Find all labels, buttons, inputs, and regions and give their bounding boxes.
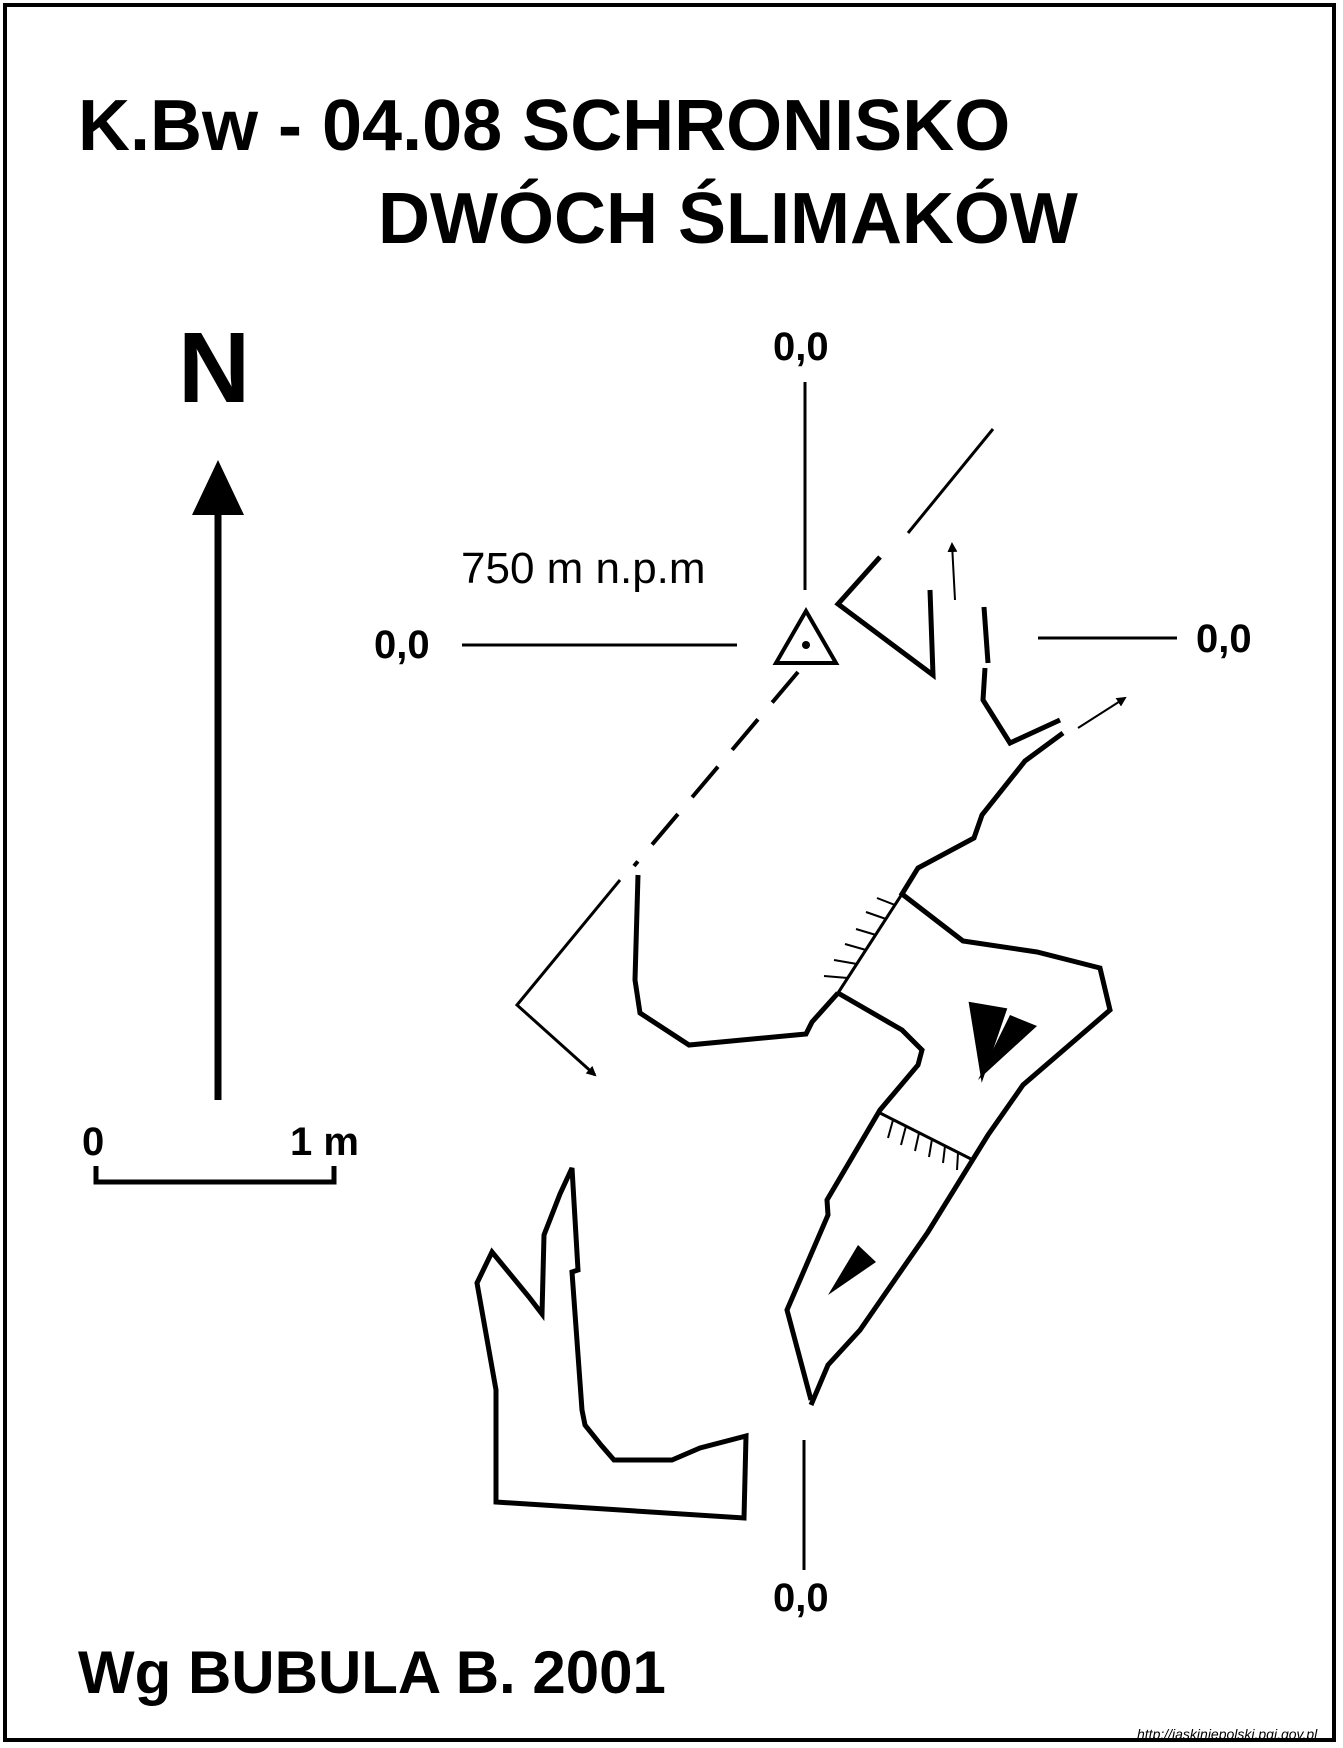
- cave-wall-upper-v: [834, 555, 936, 681]
- cave-wall-west: [632, 874, 840, 1048]
- title-line-1: K.Bw - 04.08 SCHRONISKO: [78, 86, 1011, 166]
- survey-station-icon: [772, 606, 840, 665]
- slope-marker-upper: [968, 1001, 1008, 1083]
- dripline-left: [514, 879, 622, 1077]
- altitude-label: 750 m n.p.m: [461, 544, 706, 593]
- ledge-line-lower: [879, 1111, 974, 1162]
- datum-label-right: 0,0: [1196, 617, 1252, 661]
- datum-label-top: 0,0: [773, 325, 829, 369]
- slope-marker-lower: [828, 1245, 876, 1295]
- slope-marker-upper-fill: [978, 1015, 1037, 1080]
- title-line-2: DWÓCH ŚLIMAKÓW: [378, 179, 1078, 259]
- scale-bar: [93, 1166, 337, 1185]
- source-url: http://jaskiniepolski.pgi.gov.pl: [1137, 1726, 1318, 1742]
- cave-wall-east: [808, 730, 1113, 1406]
- hachures-lower: [887, 1119, 959, 1171]
- north-label: N: [178, 312, 251, 424]
- north-arrow-head: [192, 460, 244, 515]
- datum-label-bottom: 0,0: [773, 1576, 829, 1620]
- rock-formation-lower: [474, 1166, 749, 1521]
- survey-station-dot: [802, 641, 810, 649]
- author-credit: Wg BUBULA B. 2001: [78, 1639, 666, 1706]
- hachures-upper: [823, 897, 896, 979]
- up-arrow: [947, 542, 958, 601]
- dripline-dashed: [632, 670, 800, 868]
- scale-label-start: 0: [82, 1120, 105, 1164]
- cave-wall-right-branch-2: [980, 667, 1062, 747]
- slope-line-upper: [906, 428, 995, 534]
- datum-label-left: 0,0: [374, 623, 430, 667]
- scale-label-end: 1 m: [290, 1120, 359, 1164]
- cave-wall-right-branch: [981, 606, 991, 664]
- ledge-line-upper: [836, 893, 904, 994]
- cave-wall-central: [784, 990, 925, 1401]
- right-arrow: [1077, 696, 1127, 729]
- map-frame: [3, 3, 1336, 1742]
